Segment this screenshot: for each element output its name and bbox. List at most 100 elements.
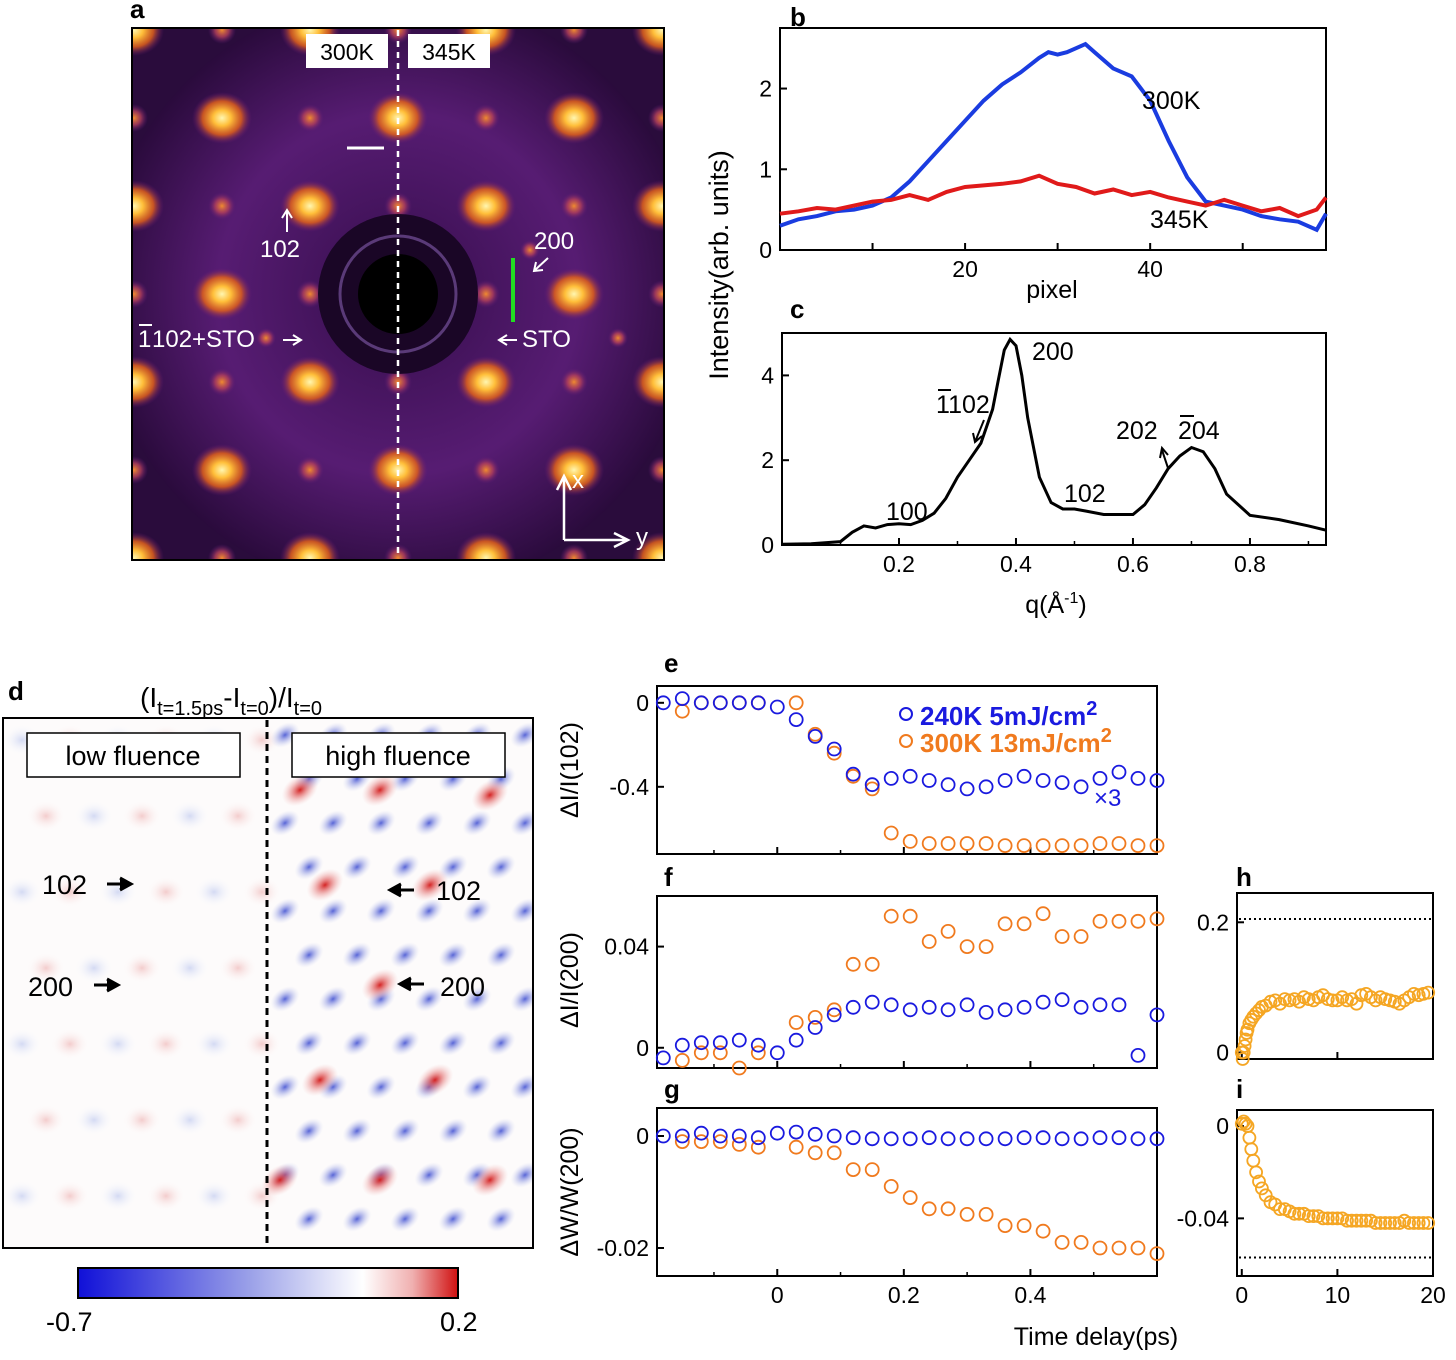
bragg-spot — [132, 180, 164, 232]
panel-f-label: f — [664, 862, 673, 892]
marker-blue — [1016, 999, 1032, 1015]
peak-102bar-arrow — [283, 334, 303, 346]
marker-blue — [674, 691, 690, 706]
bragg-spot — [544, 92, 604, 144]
panel-a-frame — [131, 27, 665, 561]
marker-blue — [826, 1007, 842, 1023]
marker-blue — [997, 1002, 1013, 1018]
marker-gold — [1325, 1211, 1340, 1226]
low-fluence-spot — [3, 1180, 42, 1212]
low-fluence-spot — [194, 1180, 234, 1212]
high-fluence-blue-spot — [462, 1074, 492, 1100]
marker-orange — [1092, 1240, 1108, 1256]
bragg-spot — [192, 92, 252, 144]
peak-200-label: 200 — [534, 228, 574, 255]
marker-blue — [674, 1128, 690, 1144]
low-fluence-spot — [98, 876, 138, 908]
y-tick-label: 4 — [761, 362, 774, 388]
y-tick-label: -0.04 — [1177, 1205, 1230, 1231]
marker-gold — [1292, 1206, 1306, 1221]
bragg-spot — [544, 268, 604, 320]
marker-blue — [693, 1035, 709, 1051]
low-fluence-spot — [194, 1028, 234, 1060]
low-fluence-spot — [98, 1028, 138, 1060]
marker-orange — [921, 836, 937, 851]
marker-blue — [1149, 773, 1165, 788]
marker-gold — [1252, 1174, 1266, 1189]
y-tick-label: 2 — [759, 76, 772, 102]
marker-orange — [1130, 1240, 1146, 1256]
marker-blue — [807, 1126, 823, 1142]
marker-blue — [1149, 1131, 1165, 1147]
bragg-spot — [632, 180, 664, 232]
marker-orange — [1035, 1223, 1051, 1239]
high-fluence-blue-spot — [414, 898, 444, 924]
marker-orange — [883, 908, 899, 924]
bragg-spot — [456, 180, 516, 232]
panel-i-label: i — [1236, 1074, 1243, 1104]
low-fluence-spot — [50, 876, 90, 908]
marker-orange — [1130, 913, 1146, 929]
marker-orange — [1016, 838, 1032, 853]
marker-gold — [1383, 1216, 1397, 1230]
superlattice-spot — [256, 328, 276, 348]
marker-blue — [1054, 775, 1070, 790]
high-fluence-blue-spot — [438, 942, 468, 968]
marker-gold — [1235, 1052, 1250, 1066]
marker-blue — [883, 997, 899, 1013]
weak-spot — [560, 192, 588, 220]
marker-blue — [750, 1037, 766, 1053]
weak-spot — [132, 104, 148, 132]
low-fluence-spot — [170, 800, 210, 832]
high-fluence-red-spot — [301, 1063, 339, 1097]
low-fluence-spot — [74, 952, 114, 984]
marker-blue — [655, 1050, 671, 1066]
peak-102bar-label: 102+STO — [152, 326, 255, 353]
low-fluence-spot — [170, 952, 210, 984]
marker-blue — [731, 1128, 747, 1144]
bragg-spot — [456, 532, 516, 560]
marker-orange — [940, 836, 956, 851]
marker-orange — [1111, 913, 1127, 929]
panel-g-ylabel: ΔW/W(200) — [556, 1127, 584, 1256]
weak-spot — [648, 104, 664, 132]
marker-blue — [940, 1131, 956, 1147]
marker-blue — [769, 1125, 785, 1141]
plot-frame — [656, 895, 1158, 1069]
marker-orange — [845, 956, 861, 972]
x-tick-label: 20 — [1420, 1282, 1446, 1308]
marker-blue — [788, 712, 804, 727]
marker-blue — [1111, 997, 1127, 1013]
marker-gold — [1306, 1209, 1321, 1223]
marker-orange — [921, 1201, 937, 1217]
marker-blue — [674, 1037, 690, 1053]
marker-orange — [1149, 838, 1165, 853]
low-fluence-spot — [74, 800, 114, 832]
marker-orange — [997, 916, 1013, 932]
high-fluence-blue-spot — [270, 810, 300, 836]
marker-orange — [978, 1207, 994, 1222]
marker-gold — [1249, 1165, 1263, 1180]
marker-gold — [1330, 1211, 1345, 1226]
panel-e-label: e — [664, 648, 678, 678]
marker-orange — [1111, 836, 1127, 851]
high-fluence-blue-spot — [462, 986, 492, 1012]
d-102-right: 102 — [436, 876, 481, 906]
low-fluence-spot — [122, 800, 162, 832]
d-200-right-arrow — [396, 976, 424, 992]
high-fluence-blue-spot — [342, 854, 372, 880]
colorbar — [77, 1267, 459, 1299]
marker-gold — [1246, 1153, 1261, 1168]
low-fluence-spot — [122, 1104, 162, 1136]
x-tick-label: 0.4 — [1000, 551, 1032, 577]
y-tick-label: 1 — [759, 156, 772, 182]
marker-blue — [1149, 1007, 1165, 1023]
high-fluence-red-spot — [471, 778, 509, 812]
weak-spot — [208, 192, 236, 220]
bragg-spot — [192, 444, 252, 496]
weak-spot — [560, 368, 588, 396]
weak-spot — [648, 280, 664, 308]
y-tick-label: 0.04 — [604, 934, 649, 960]
high-fluence-blue-spot — [438, 1206, 468, 1232]
marker-orange — [902, 834, 918, 849]
